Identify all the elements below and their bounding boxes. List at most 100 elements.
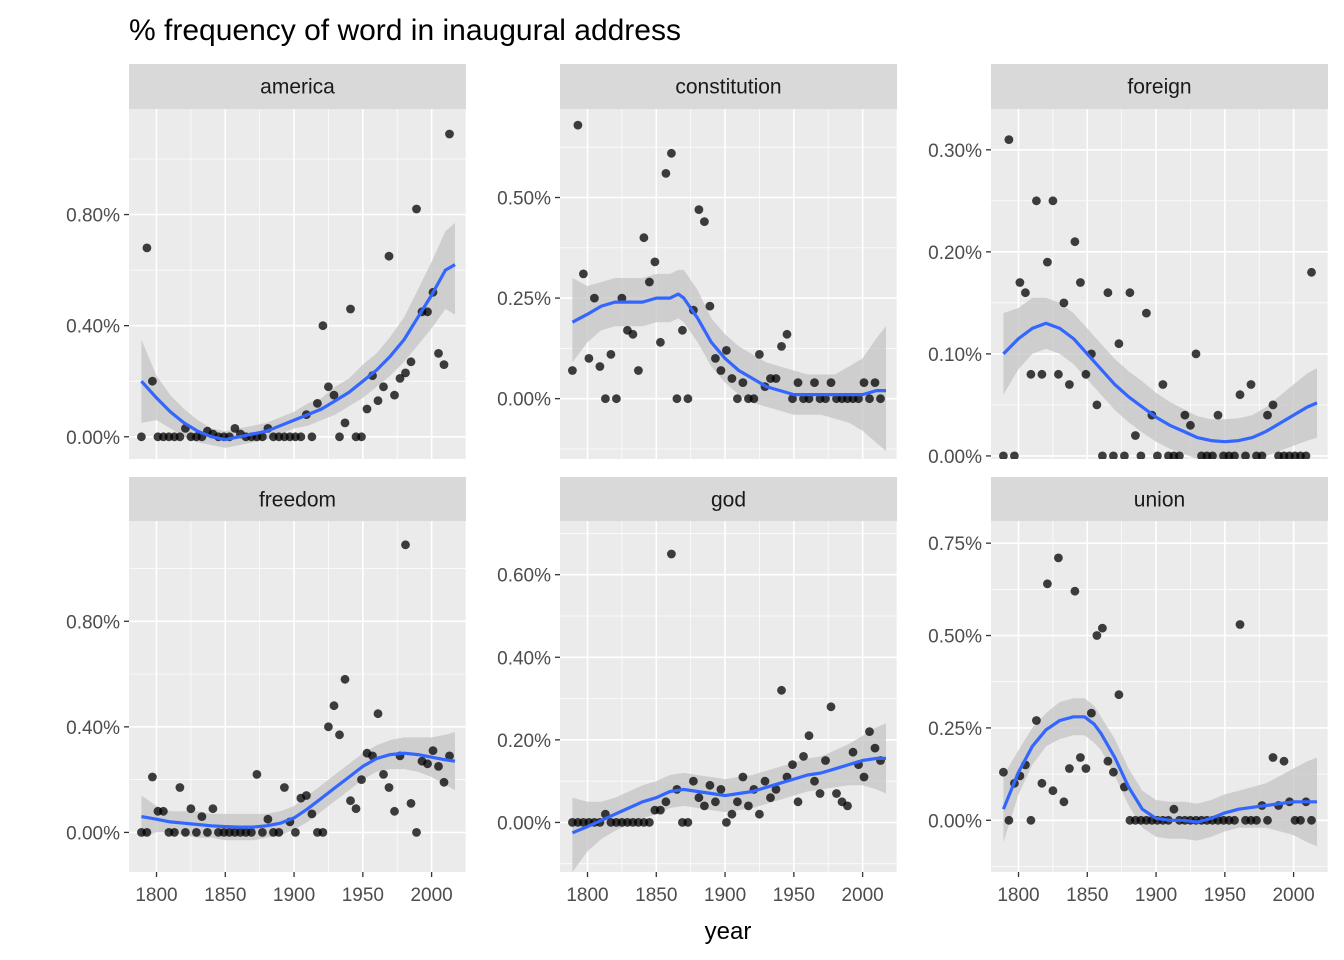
data-point [192, 828, 201, 837]
data-point [1301, 451, 1311, 459]
data-point [1158, 380, 1168, 389]
facet-panels: america 0.00% 0.40% 0.80% constitution 0.00% 0… [66, 64, 1329, 906]
data-point [1109, 451, 1118, 459]
data-point [843, 801, 852, 811]
facet-america: america 0.00% 0.40% 0.80% [66, 64, 467, 459]
data-point [1263, 410, 1272, 420]
data-point [412, 204, 421, 214]
data-point [1268, 400, 1278, 410]
data-point [362, 404, 372, 414]
data-point [258, 828, 267, 837]
data-point [1081, 764, 1091, 773]
data-point [573, 120, 583, 130]
data-point [683, 818, 693, 827]
data-point [1037, 778, 1047, 788]
data-point [1054, 553, 1063, 563]
data-point [645, 277, 654, 287]
data-point [601, 394, 610, 404]
data-point [340, 418, 350, 428]
data-point [252, 770, 262, 779]
data-point [711, 797, 720, 807]
data-point [346, 304, 355, 314]
data-point [777, 685, 786, 695]
y-tick-label: 0.00% [928, 447, 982, 468]
data-point [804, 394, 814, 404]
data-point [1048, 786, 1058, 796]
data-point [999, 767, 1008, 777]
data-point [1103, 288, 1113, 298]
data-point [1252, 815, 1261, 825]
strip-label: union [1134, 489, 1185, 512]
data-point [738, 772, 748, 782]
strip-bg [560, 477, 897, 522]
data-point [683, 394, 693, 404]
data-point [700, 217, 709, 227]
data-point [1081, 369, 1091, 379]
data-point [826, 702, 836, 712]
data-point [1026, 369, 1036, 379]
data-point [749, 394, 759, 404]
data-point [428, 746, 438, 755]
y-tick-label: 0.25% [497, 289, 551, 310]
data-point [584, 354, 594, 363]
data-point [722, 346, 731, 355]
data-point [148, 772, 157, 782]
y-tick-label: 0.40% [66, 317, 120, 338]
y-tick-label: 0.00% [66, 823, 120, 844]
data-point [645, 818, 654, 827]
data-point [1191, 349, 1201, 359]
y-tick-label: 0.80% [66, 612, 120, 633]
data-point [434, 762, 443, 771]
smooth-line [1001, 715, 1317, 824]
data-point [678, 325, 687, 335]
data-point [170, 828, 179, 837]
x-tick-label: 1900 [704, 885, 746, 906]
data-point [197, 812, 207, 821]
data-point [1076, 753, 1085, 762]
data-point [727, 374, 737, 383]
x-tick-label: 2000 [410, 885, 452, 906]
data-point [1175, 451, 1184, 459]
data-point [1048, 196, 1058, 206]
data-point [439, 777, 449, 787]
data-point [1021, 288, 1030, 298]
data-point [181, 828, 190, 837]
data-point [1279, 756, 1289, 766]
strip-bg [129, 477, 466, 522]
data-point [1180, 410, 1190, 420]
data-point [137, 432, 146, 442]
data-point [1065, 764, 1074, 773]
data-point [351, 804, 361, 814]
data-point [423, 759, 432, 769]
data-point [307, 432, 317, 442]
x-tick-label: 1900 [1135, 885, 1177, 906]
data-point [445, 751, 454, 761]
data-point [324, 722, 333, 732]
data-point [1241, 451, 1250, 459]
data-point [1026, 815, 1036, 825]
data-point [810, 776, 819, 786]
x-tick-label: 1900 [273, 885, 315, 906]
data-point [1054, 369, 1063, 379]
data-point [744, 801, 753, 811]
data-point [329, 390, 339, 400]
data-point [318, 321, 328, 331]
x-tick-label: 2000 [841, 885, 883, 906]
data-point [324, 382, 333, 392]
data-point [1076, 278, 1085, 287]
data-point [1213, 410, 1223, 420]
data-point [1043, 579, 1052, 589]
data-point [694, 205, 704, 215]
data-point [1004, 815, 1014, 825]
x-tick-label: 1800 [997, 885, 1039, 906]
data-point [379, 770, 388, 779]
data-point [1103, 756, 1113, 766]
y-tick-label: 0.00% [497, 390, 551, 411]
data-point [716, 366, 726, 375]
data-point [1032, 716, 1041, 725]
data-point [445, 129, 454, 139]
y-tick-label: 0.20% [928, 243, 982, 264]
data-point [335, 432, 344, 442]
data-point [390, 806, 399, 816]
data-point [859, 378, 869, 387]
